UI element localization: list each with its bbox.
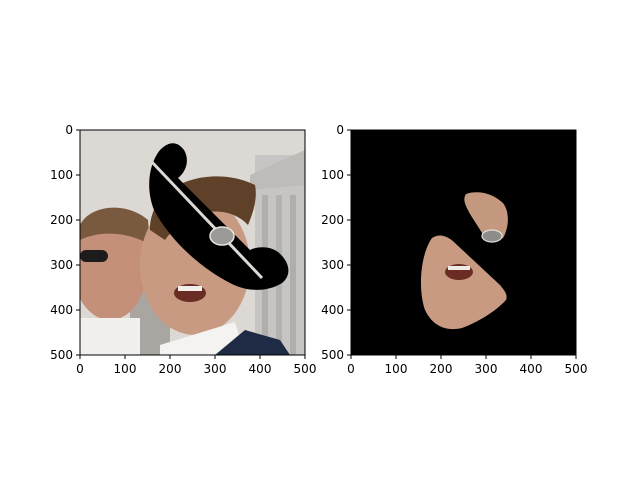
left-x-tick-label: 300 bbox=[204, 362, 227, 376]
main-person-shirt bbox=[160, 322, 245, 355]
face-fragment-upper bbox=[464, 192, 508, 240]
building-pediment bbox=[250, 150, 305, 190]
left-person-hair bbox=[80, 207, 150, 245]
right-image-panel bbox=[351, 130, 576, 355]
left-y-tick-label: 100 bbox=[50, 168, 73, 182]
right-x-tick-label: 400 bbox=[520, 362, 543, 376]
phone-mask-gap bbox=[148, 158, 264, 280]
right-y-tick-label: 100 bbox=[321, 168, 344, 182]
right-axes-frame bbox=[350, 129, 577, 356]
left-x-tick-label: 400 bbox=[249, 362, 272, 376]
left-x-tick-label: 100 bbox=[114, 362, 137, 376]
right-x-tick-label: 500 bbox=[565, 362, 588, 376]
right-y-tick-label: 200 bbox=[321, 213, 344, 227]
left-axes-frame bbox=[79, 129, 306, 356]
right-y-tick-label: 0 bbox=[336, 123, 344, 137]
left-y-tick-label: 0 bbox=[65, 123, 73, 137]
glasses-lens-right bbox=[481, 229, 503, 243]
left-person-glasses bbox=[80, 250, 108, 262]
left-x-tick-label: 500 bbox=[294, 362, 317, 376]
left-y-tick-label: 200 bbox=[50, 213, 73, 227]
right-x-tick-label: 200 bbox=[430, 362, 453, 376]
right-x-tick-label: 300 bbox=[475, 362, 498, 376]
right-x-tick-label: 100 bbox=[385, 362, 408, 376]
right-y-tick-label: 400 bbox=[321, 303, 344, 317]
right-x-tick-label: 0 bbox=[347, 362, 355, 376]
left-y-tick-label: 300 bbox=[50, 258, 73, 272]
left-person-head bbox=[80, 210, 148, 320]
left-image-panel bbox=[80, 130, 305, 355]
left-x-tick-label: 200 bbox=[159, 362, 182, 376]
left-y-tick-label: 500 bbox=[50, 348, 73, 362]
right-y-tick-label: 300 bbox=[321, 258, 344, 272]
face-fragment-lower bbox=[420, 235, 507, 330]
left-x-tick-label: 0 bbox=[76, 362, 84, 376]
glasses-lens-left bbox=[209, 226, 235, 246]
right-y-tick-label: 500 bbox=[321, 348, 344, 362]
left-person-collar bbox=[80, 318, 140, 355]
main-person-jacket bbox=[215, 330, 290, 355]
left-y-tick-label: 400 bbox=[50, 303, 73, 317]
